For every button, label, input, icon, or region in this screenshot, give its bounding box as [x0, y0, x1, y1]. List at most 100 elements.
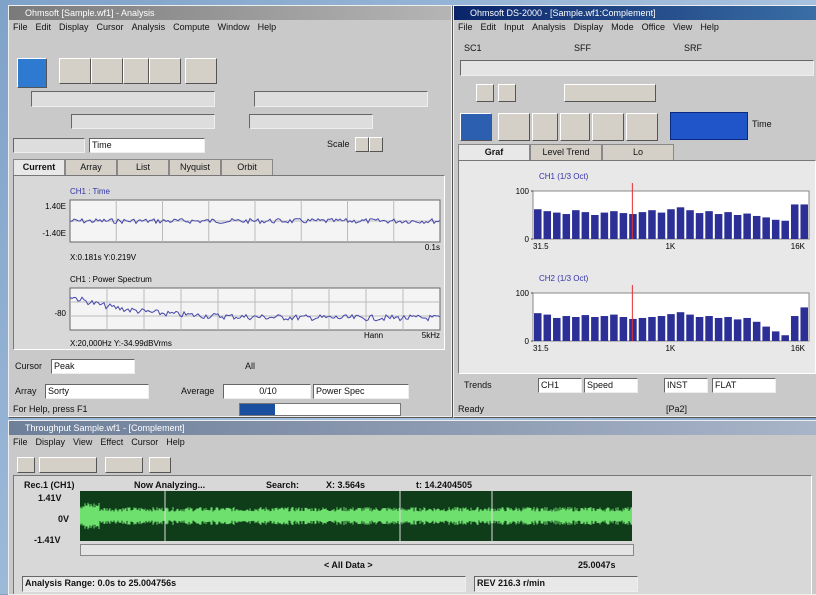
field[interactable]	[13, 138, 85, 153]
settings-row	[460, 60, 814, 76]
channel-label: SRF	[684, 43, 702, 53]
menu-item[interactable]: Display	[59, 22, 89, 32]
button[interactable]	[592, 113, 624, 141]
toolbar-button[interactable]	[17, 58, 47, 88]
button[interactable]	[476, 84, 494, 102]
tab[interactable]: Graf	[458, 144, 530, 160]
waveform-panel: Rec.1 (CH1) Now Analyzing... Search: X: …	[13, 475, 812, 594]
bar	[724, 212, 732, 239]
bar	[591, 215, 599, 239]
bar	[610, 314, 618, 341]
tab[interactable]: List	[117, 159, 169, 175]
plot-title: CH1 : Time	[70, 187, 111, 196]
toolbar-button[interactable]	[123, 58, 149, 84]
delta-select[interactable]: Sorty	[45, 384, 149, 399]
button[interactable]	[17, 457, 35, 473]
x-label: 16K	[791, 344, 806, 353]
menu-item[interactable]: Window	[217, 22, 250, 32]
x-label: 31.5	[533, 242, 549, 251]
y-tick-label: -80	[54, 309, 66, 318]
button[interactable]	[369, 137, 383, 152]
button[interactable]	[149, 457, 171, 473]
bar	[752, 215, 761, 239]
menu-item[interactable]: File	[13, 22, 28, 32]
field[interactable]	[254, 91, 428, 107]
bar	[686, 314, 694, 341]
bar	[657, 316, 666, 341]
toolbar-button[interactable]	[59, 58, 91, 84]
menu-item[interactable]: Office	[641, 22, 665, 32]
menu-item[interactable]: Edit	[480, 22, 497, 32]
field[interactable]	[31, 91, 215, 107]
tab[interactable]: Orbit	[221, 159, 273, 175]
bar	[657, 212, 666, 239]
menu-item[interactable]: Analysis	[131, 22, 166, 32]
button[interactable]	[355, 137, 369, 152]
field[interactable]	[71, 114, 215, 129]
bar	[676, 312, 685, 341]
select[interactable]: FLAT	[712, 378, 776, 393]
button[interactable]	[532, 113, 558, 141]
select[interactable]: INST	[664, 378, 708, 393]
tab[interactable]: Lo	[602, 144, 674, 160]
tab[interactable]: Level Trend	[530, 144, 602, 160]
cursor-select[interactable]: Peak	[51, 359, 135, 374]
x-label: 1K	[665, 242, 675, 251]
bar	[534, 313, 542, 341]
button[interactable]	[626, 113, 658, 141]
bar	[695, 317, 704, 341]
chart-panel: CH1 (1/3 Oct) 0 100 31.5 1K 16K CH2 (1/3 Oct) 0…	[458, 160, 816, 374]
menu-item[interactable]: Mode	[611, 22, 634, 32]
button[interactable]	[460, 113, 492, 141]
x-axis-select[interactable]: Time	[89, 138, 205, 153]
select[interactable]: CH1	[538, 378, 582, 393]
function-select[interactable]: Power Spec	[313, 384, 409, 399]
menu-item[interactable]: Display	[35, 437, 66, 447]
button[interactable]	[498, 113, 530, 141]
toolbar-button[interactable]	[149, 58, 181, 84]
toolbar-button[interactable]	[91, 58, 123, 84]
menu-item[interactable]: Effect	[100, 437, 124, 447]
menu-item[interactable]: Help	[700, 22, 719, 32]
menu-item[interactable]: Input	[504, 22, 525, 32]
average-value: 0/10	[223, 384, 311, 399]
status-indicator: [Pa2]	[666, 404, 688, 414]
menu-item[interactable]: Help	[166, 437, 185, 447]
menu-item[interactable]: View	[73, 437, 93, 447]
menu-item[interactable]: Cursor	[131, 437, 159, 447]
button[interactable]	[498, 84, 516, 102]
select[interactable]: Speed	[584, 378, 638, 393]
all-checkbox[interactable]: All	[245, 361, 256, 371]
button[interactable]	[105, 457, 143, 473]
tab[interactable]: Nyquist	[169, 159, 221, 175]
menu-item[interactable]: Compute	[173, 22, 210, 32]
slider[interactable]	[249, 114, 373, 129]
menu-item[interactable]: View	[672, 22, 693, 32]
x-end-label: 0.1s	[425, 243, 440, 252]
bar	[638, 317, 647, 341]
rev-readout: REV 216.3 r/min	[474, 576, 638, 592]
bar	[714, 317, 723, 341]
bar	[800, 307, 808, 341]
bar	[724, 317, 732, 341]
menu-item[interactable]: File	[458, 22, 473, 32]
bar	[562, 316, 571, 341]
cursor-label: Cursor	[15, 361, 43, 371]
button[interactable]	[560, 113, 590, 141]
menu-item[interactable]: File	[13, 437, 28, 447]
menu-item[interactable]: Help	[257, 22, 277, 32]
button[interactable]	[564, 84, 656, 102]
toolbar-button[interactable]	[185, 58, 217, 84]
menu-item[interactable]: Analysis	[532, 22, 566, 32]
menu-item[interactable]: Cursor	[96, 22, 124, 32]
cursor-readout: X:0.181s Y:0.219V	[70, 253, 137, 262]
button[interactable]	[39, 457, 97, 473]
tab[interactable]: Array	[65, 159, 117, 175]
channel-label: SFF	[574, 43, 591, 53]
scrollbar[interactable]	[80, 544, 634, 556]
bar	[600, 316, 609, 341]
menu-item[interactable]: Display	[573, 22, 604, 32]
menu-item[interactable]: Edit	[35, 22, 52, 32]
bar	[733, 215, 742, 239]
tab[interactable]: Current	[13, 159, 65, 175]
